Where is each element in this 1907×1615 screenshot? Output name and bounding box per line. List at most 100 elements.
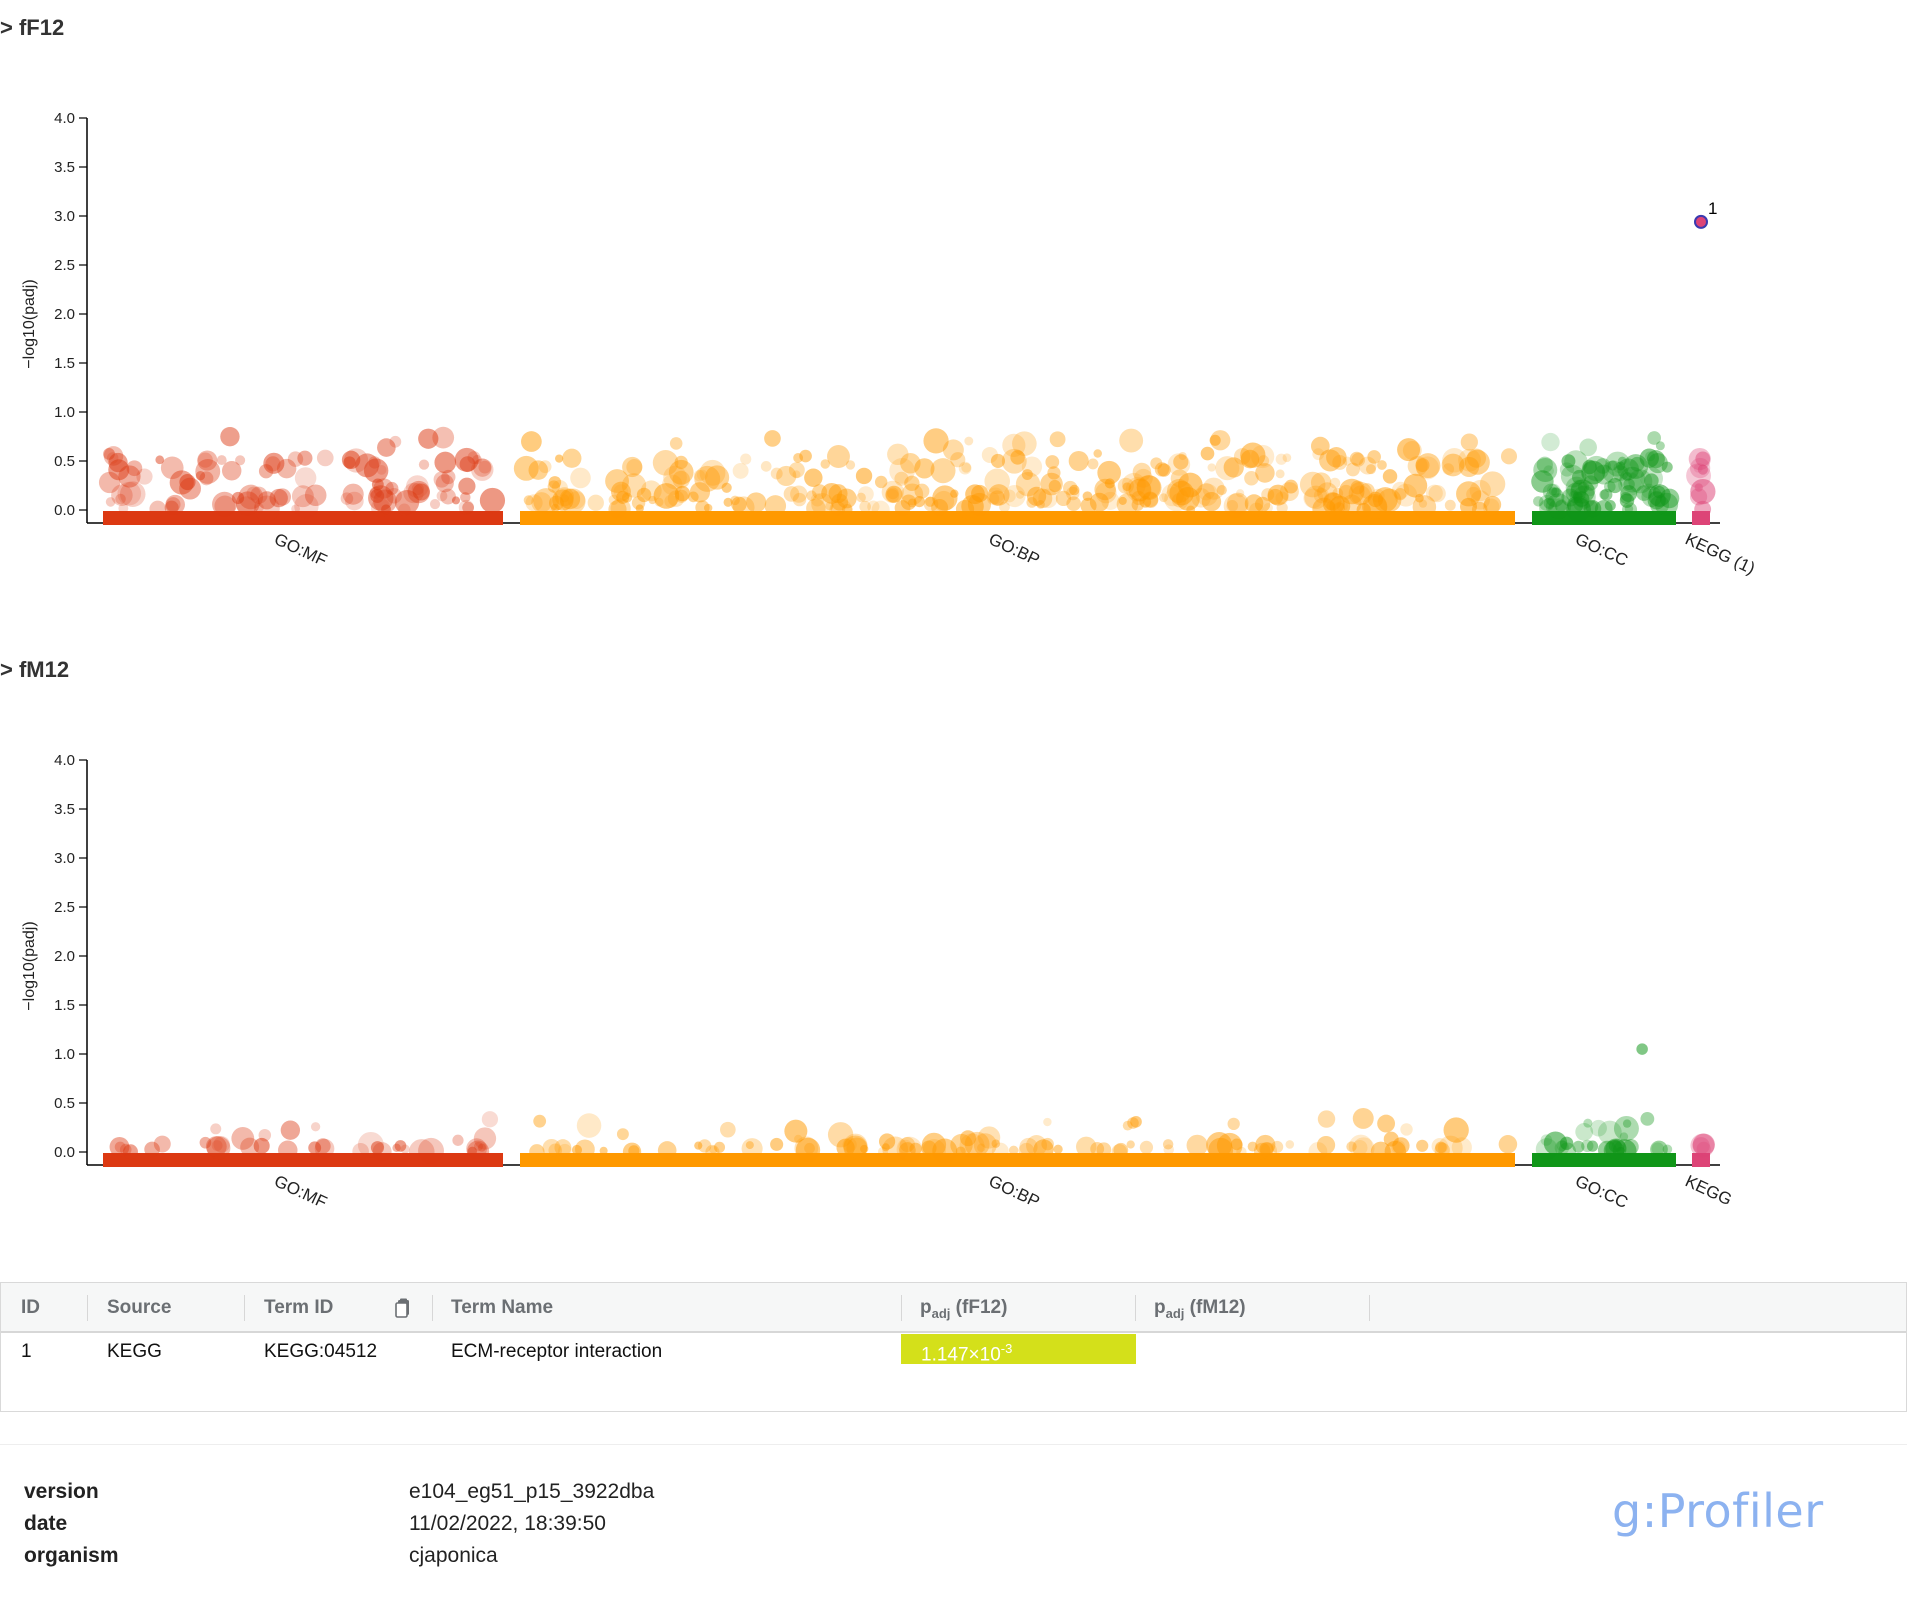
gprofiler-logo[interactable]: g:Profiler <box>1612 1484 1824 1538</box>
header-term-id[interactable]: Term ID <box>264 1297 334 1318</box>
data-point <box>806 490 817 501</box>
data-point <box>631 496 646 510</box>
y-tick-label: 2.0 <box>54 948 75 965</box>
data-point <box>1121 472 1146 497</box>
data-point <box>1363 495 1387 519</box>
data-point <box>1367 491 1384 508</box>
data-point <box>663 465 687 490</box>
y-tick-label: 0.5 <box>54 1095 75 1112</box>
data-point <box>1247 1141 1258 1152</box>
data-point <box>1458 448 1481 472</box>
data-point <box>571 1144 583 1156</box>
data-point <box>900 494 917 510</box>
highlighted-point <box>1694 214 1708 229</box>
data-point <box>1402 440 1422 460</box>
data-point <box>1352 1107 1374 1129</box>
data-point <box>622 1142 642 1161</box>
data-point <box>1693 463 1703 473</box>
y-tick-label: 0.0 <box>54 1144 75 1161</box>
data-point <box>1209 434 1221 446</box>
data-point <box>616 490 630 504</box>
data-point <box>1033 1139 1054 1160</box>
source-bar-go-mf <box>103 511 503 525</box>
data-point <box>213 1136 230 1153</box>
data-point <box>106 452 119 464</box>
source-label: GO:BP <box>986 529 1043 569</box>
data-point <box>1451 1137 1472 1158</box>
data-point <box>874 475 888 489</box>
source-label: KEGG <box>1682 1171 1735 1209</box>
data-point <box>1191 488 1211 508</box>
data-point <box>1542 483 1560 501</box>
data-point <box>1319 449 1342 472</box>
data-point <box>687 491 699 503</box>
header-term-name[interactable]: Term Name <box>451 1297 554 1318</box>
header-source[interactable]: Source <box>107 1297 172 1318</box>
data-point <box>1690 478 1716 505</box>
data-point <box>1582 459 1597 475</box>
data-point <box>626 459 643 476</box>
column-divider <box>1135 1295 1136 1321</box>
data-point <box>1619 466 1646 493</box>
data-point <box>925 496 936 507</box>
data-point <box>987 492 1000 505</box>
header-padj-fF12[interactable]: padj (fF12) <box>920 1297 1007 1321</box>
data-point <box>1350 480 1365 495</box>
table-header: ID Source Term ID Term Name padj (fF12) … <box>1 1283 1906 1333</box>
data-point <box>977 1126 1001 1149</box>
data-point <box>703 503 713 513</box>
row-source: KEGG <box>107 1341 162 1362</box>
data-point <box>1595 458 1611 474</box>
data-point <box>900 452 921 474</box>
header-padj-fM12[interactable]: padj (fM12) <box>1154 1297 1246 1321</box>
data-point <box>111 484 133 506</box>
row-term-name[interactable]: ECM-receptor interaction <box>451 1341 663 1362</box>
data-point <box>1150 457 1163 470</box>
data-point <box>1636 485 1652 501</box>
y-tick-label: 3.5 <box>54 159 75 176</box>
data-point <box>235 491 260 516</box>
data-point <box>558 1143 572 1158</box>
data-point <box>882 1136 909 1163</box>
data-point <box>693 470 706 482</box>
data-point <box>459 456 476 473</box>
data-point <box>1055 490 1072 507</box>
data-point <box>1299 471 1326 498</box>
data-point <box>1412 495 1437 519</box>
data-point <box>373 489 397 514</box>
data-point <box>294 467 317 489</box>
data-point <box>1603 1140 1625 1161</box>
data-point <box>1464 449 1490 475</box>
clipboard-icon[interactable] <box>394 1298 412 1318</box>
padj-exponent: -3 <box>1000 1341 1013 1356</box>
data-point <box>1692 1137 1710 1155</box>
data-point <box>1310 436 1330 456</box>
data-point <box>458 477 476 495</box>
data-point <box>458 499 474 515</box>
data-point <box>454 447 479 472</box>
data-point <box>1623 478 1635 491</box>
y-tick-label: 4.0 <box>54 110 75 127</box>
row-term-id[interactable]: KEGG:04512 <box>264 1341 378 1362</box>
data-point <box>1282 453 1292 463</box>
data-point <box>887 443 909 466</box>
data-point <box>1581 460 1606 485</box>
data-point <box>265 456 281 472</box>
data-point <box>923 496 939 512</box>
data-point <box>760 461 772 472</box>
row-padj-fF12: 1.147×10-3 <box>901 1334 1136 1365</box>
data-point <box>412 483 430 501</box>
data-point <box>723 497 733 507</box>
data-point <box>473 1141 484 1152</box>
header-id[interactable]: ID <box>21 1297 40 1318</box>
data-point <box>466 1140 490 1163</box>
data-point <box>1469 479 1491 502</box>
plot-title-fM12: > fM12 <box>0 657 70 682</box>
data-point <box>1689 488 1708 506</box>
data-point <box>932 1138 958 1164</box>
data-point <box>253 495 280 522</box>
data-point <box>1688 447 1711 471</box>
data-point <box>984 468 1010 495</box>
data-point <box>899 1136 915 1153</box>
y-axis-label: −log10(padj) <box>21 921 38 1010</box>
